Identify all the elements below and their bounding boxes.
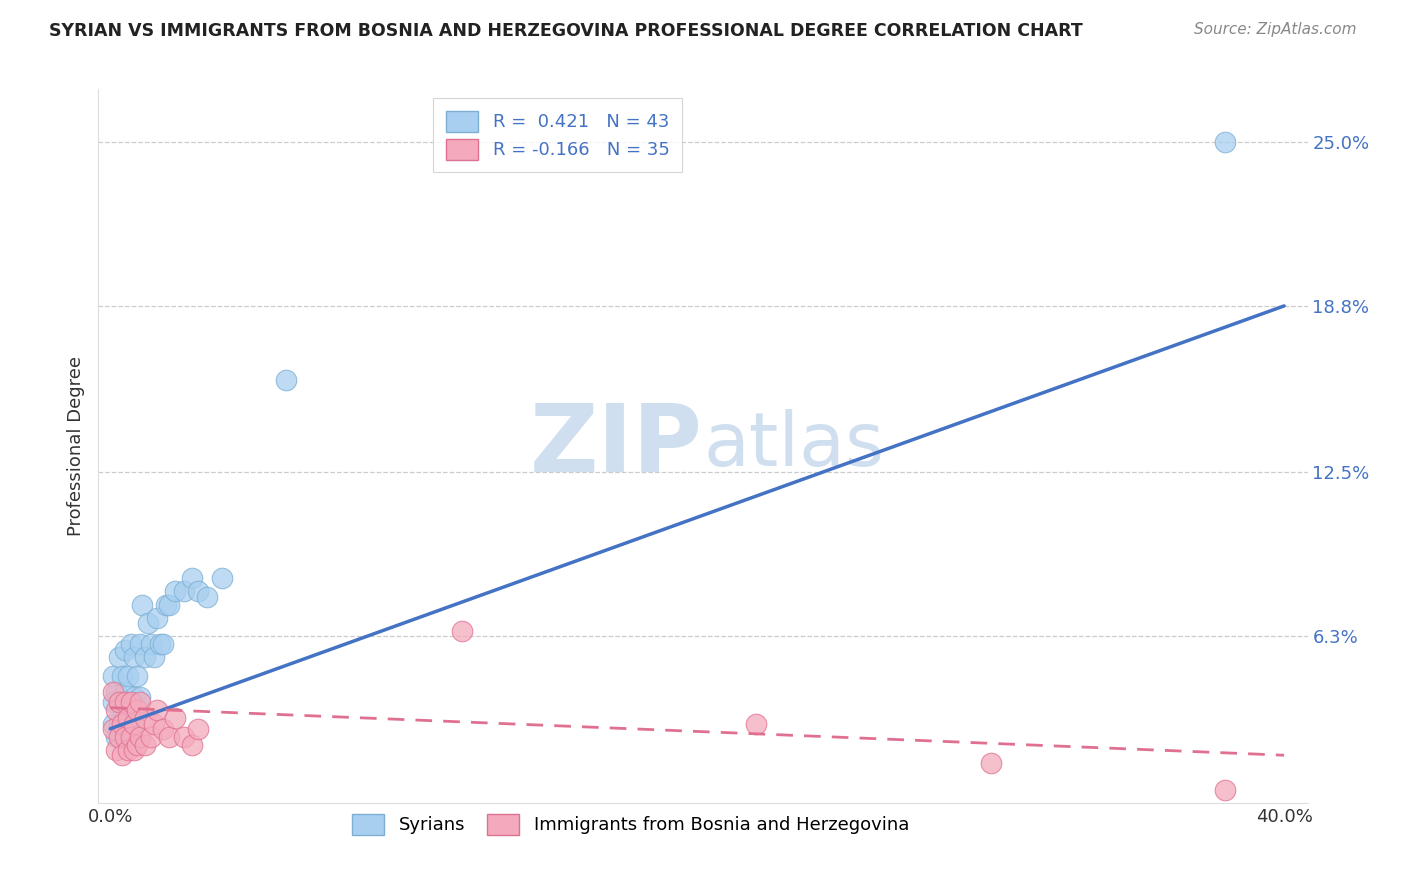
Point bbox=[152, 637, 174, 651]
Point bbox=[173, 584, 195, 599]
Point bbox=[120, 730, 142, 744]
Point bbox=[117, 716, 139, 731]
Point bbox=[122, 716, 145, 731]
Text: SYRIAN VS IMMIGRANTS FROM BOSNIA AND HERZEGOVINA PROFESSIONAL DEGREE CORRELATION: SYRIAN VS IMMIGRANTS FROM BOSNIA AND HER… bbox=[49, 22, 1083, 40]
Point bbox=[117, 669, 139, 683]
Point bbox=[111, 669, 134, 683]
Point bbox=[157, 598, 180, 612]
Point bbox=[173, 730, 195, 744]
Point bbox=[105, 730, 128, 744]
Point bbox=[1215, 782, 1237, 797]
Point bbox=[120, 695, 142, 709]
Point bbox=[125, 703, 148, 717]
Point bbox=[136, 616, 159, 631]
Point bbox=[101, 669, 124, 683]
Point bbox=[143, 650, 166, 665]
Point bbox=[128, 695, 150, 709]
Point bbox=[131, 598, 153, 612]
Point bbox=[141, 637, 163, 651]
Point bbox=[111, 716, 134, 731]
Point bbox=[187, 722, 209, 736]
Point bbox=[146, 703, 169, 717]
Point bbox=[101, 716, 124, 731]
Point bbox=[149, 637, 172, 651]
Point bbox=[152, 722, 174, 736]
Point bbox=[187, 584, 209, 599]
Point bbox=[108, 695, 131, 709]
Point bbox=[117, 743, 139, 757]
Point bbox=[111, 748, 134, 763]
Point bbox=[108, 730, 131, 744]
Point bbox=[114, 730, 136, 744]
Point bbox=[195, 590, 218, 604]
Point bbox=[122, 716, 145, 731]
Y-axis label: Professional Degree: Professional Degree bbox=[66, 356, 84, 536]
Point bbox=[125, 738, 148, 752]
Point bbox=[141, 730, 163, 744]
Legend: Syrians, Immigrants from Bosnia and Herzegovina: Syrians, Immigrants from Bosnia and Herz… bbox=[343, 805, 918, 844]
Point bbox=[122, 690, 145, 704]
Point bbox=[181, 738, 204, 752]
Point bbox=[105, 685, 128, 699]
Point bbox=[980, 756, 1002, 771]
Point bbox=[125, 669, 148, 683]
Point bbox=[101, 695, 124, 709]
Point bbox=[128, 690, 150, 704]
Point bbox=[122, 743, 145, 757]
Point bbox=[117, 711, 139, 725]
Point bbox=[163, 711, 186, 725]
Point bbox=[125, 703, 148, 717]
Point bbox=[120, 703, 142, 717]
Point bbox=[101, 685, 124, 699]
Point bbox=[122, 650, 145, 665]
Point bbox=[108, 650, 131, 665]
Point bbox=[134, 738, 156, 752]
Point bbox=[157, 730, 180, 744]
Point bbox=[120, 637, 142, 651]
Point bbox=[105, 743, 128, 757]
Point bbox=[128, 637, 150, 651]
Point bbox=[114, 711, 136, 725]
Point bbox=[1215, 135, 1237, 149]
Point bbox=[134, 650, 156, 665]
Point bbox=[105, 703, 128, 717]
Point bbox=[276, 373, 298, 387]
Point bbox=[451, 624, 474, 638]
Text: ZIP: ZIP bbox=[530, 400, 703, 492]
Point bbox=[111, 716, 134, 731]
Point bbox=[146, 611, 169, 625]
Point bbox=[181, 571, 204, 585]
Point bbox=[114, 730, 136, 744]
Point bbox=[155, 598, 177, 612]
Point bbox=[114, 685, 136, 699]
Point bbox=[134, 711, 156, 725]
Point bbox=[108, 716, 131, 731]
Point bbox=[211, 571, 233, 585]
Point bbox=[745, 716, 768, 731]
Point bbox=[114, 695, 136, 709]
Text: atlas: atlas bbox=[703, 409, 884, 483]
Point bbox=[143, 716, 166, 731]
Point bbox=[163, 584, 186, 599]
Point bbox=[128, 730, 150, 744]
Point bbox=[114, 642, 136, 657]
Point bbox=[108, 695, 131, 709]
Point bbox=[101, 722, 124, 736]
Text: Source: ZipAtlas.com: Source: ZipAtlas.com bbox=[1194, 22, 1357, 37]
